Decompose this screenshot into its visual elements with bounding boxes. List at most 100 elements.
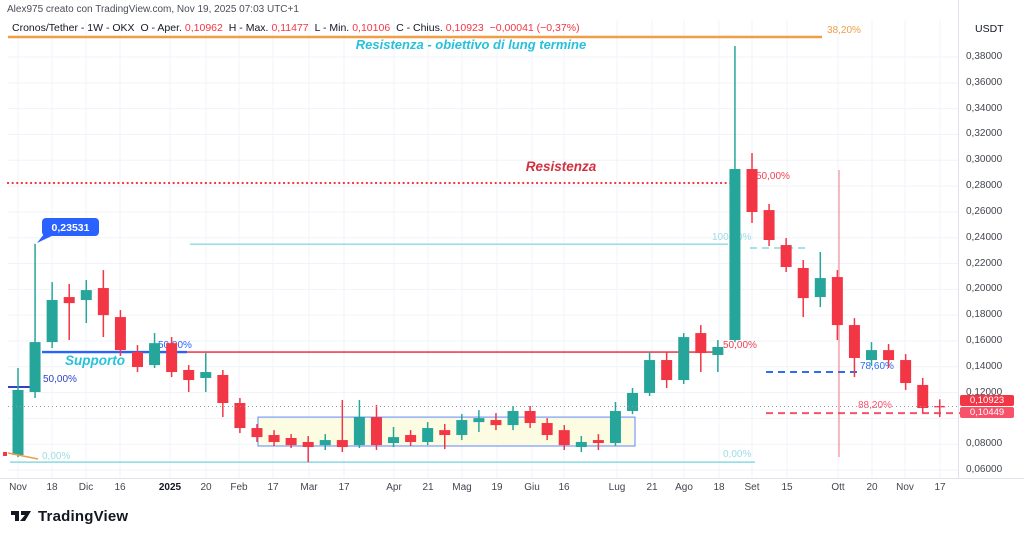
time-tick: 18 <box>46 482 58 493</box>
legend-symbol: Cronos/Tether - 1W - OKX <box>12 22 135 34</box>
candle-body <box>473 418 485 423</box>
legend-open-value: 0,10962 <box>184 22 223 34</box>
candle-body <box>12 389 24 456</box>
orange-trend-segment[interactable] <box>7 452 39 460</box>
price-tick: 0,08000 <box>966 438 1003 450</box>
price-tick: 0,38000 <box>966 51 1003 62</box>
price-tick: 0,20000 <box>966 283 1003 295</box>
tradingview-logo[interactable]: TradingView <box>10 507 128 525</box>
annotation-resistenza-lungo-termine[interactable]: Resistenza - obiettivo di lung termine <box>355 37 587 52</box>
symbol-legend[interactable]: Cronos/Tether - 1W - OKX O - Aper. 0,1096… <box>12 22 583 34</box>
fib-0-label-1: 0,00% <box>723 449 751 460</box>
price-callout-text: 0,23531 <box>52 222 90 234</box>
time-tick: Giu <box>524 482 540 493</box>
time-tick: 18 <box>713 482 725 493</box>
time-tick: 2025 <box>158 482 182 493</box>
candle-body <box>166 343 178 373</box>
candle-body <box>575 441 587 448</box>
resistance-dotted-label: 50,00% <box>756 171 790 182</box>
drawing-anchor-dot[interactable] <box>3 452 7 456</box>
fib-78-60-label: 78,60% <box>860 361 894 372</box>
candle-body <box>866 350 877 361</box>
candle-body <box>678 337 690 381</box>
candle-body <box>814 278 826 298</box>
candle-body <box>97 288 109 316</box>
annotation-resistenza[interactable]: Resistenza <box>525 159 597 174</box>
candle-body <box>200 372 212 378</box>
tradingview-logo-icon <box>11 511 31 521</box>
candle-body <box>592 440 604 444</box>
candle-body <box>524 411 536 424</box>
candle-body <box>831 277 843 326</box>
candle-body <box>917 384 929 409</box>
time-tick: 19 <box>491 482 503 493</box>
candle-body <box>353 417 365 446</box>
time-tick: Mag <box>452 482 472 493</box>
time-tick: Nov <box>896 482 914 493</box>
legend-open-label: O - Aper. <box>140 22 182 34</box>
candle-body <box>507 411 519 426</box>
legend-close-label: C - Chius. <box>396 22 443 34</box>
time-tick: 15 <box>781 482 793 493</box>
price-tick: 0,12000 <box>966 386 1003 398</box>
alert-price-tag: 0,10449 <box>960 406 1014 418</box>
time-tick: 17 <box>338 482 350 493</box>
candle-body <box>848 325 860 358</box>
time-tick: 17 <box>934 482 946 493</box>
price-tick: 0,28000 <box>966 180 1003 192</box>
time-tick: 21 <box>646 482 658 493</box>
candle-body <box>797 268 809 299</box>
candle-body <box>627 392 639 412</box>
candle-body <box>695 333 707 354</box>
candle-body <box>251 428 263 438</box>
price-tick: 0,06000 <box>966 464 1003 475</box>
price-tick: 0,30000 <box>966 154 1003 166</box>
candle-body <box>609 411 621 444</box>
time-tick: Ott <box>831 482 845 493</box>
candle-body <box>183 369 195 381</box>
candle-body <box>114 317 126 351</box>
time-tick: Ago <box>675 482 693 493</box>
candle-body <box>661 360 673 381</box>
annotation-supporto[interactable]: Supporto <box>65 353 125 368</box>
candle-body <box>712 347 724 356</box>
legend-low-value: 0,10106 <box>352 22 391 34</box>
candle-body <box>900 360 912 384</box>
candle-body <box>63 297 75 304</box>
price-tick: 0,22000 <box>966 257 1003 269</box>
time-tick: Apr <box>386 482 402 493</box>
legend-high-label: H - Max. <box>228 22 269 34</box>
price-tick: 0,34000 <box>966 102 1003 114</box>
time-axis-separator <box>0 478 1024 479</box>
price-tick: 0,24000 <box>966 231 1003 243</box>
candle-body <box>405 435 417 442</box>
candle-body <box>319 440 331 446</box>
candle-body <box>80 290 92 301</box>
candle-body <box>46 300 58 343</box>
price-tick: 0,18000 <box>966 309 1003 321</box>
candle-body <box>490 420 502 426</box>
candle-body <box>29 342 41 393</box>
candle-body <box>234 403 246 429</box>
legend-low-label: L - Min. <box>314 22 350 34</box>
legend-close-value: 0,10923 <box>445 22 484 34</box>
candle-body <box>763 210 775 241</box>
candle-body <box>336 440 348 448</box>
candle-body <box>934 405 946 408</box>
price-callout[interactable] <box>42 218 99 236</box>
candle-body <box>644 360 656 393</box>
time-tick: 16 <box>558 482 570 493</box>
candle-body <box>456 420 468 436</box>
candle-body <box>388 437 400 444</box>
price-tick: 0,36000 <box>966 76 1003 88</box>
price-axis-currency-label: USDT <box>975 23 1004 35</box>
time-tick: Feb <box>230 482 248 493</box>
time-tick: Lug <box>608 482 626 493</box>
fib-50-label: 50,00% <box>723 340 757 351</box>
time-tick: 17 <box>267 482 279 493</box>
candle-body <box>149 343 161 366</box>
time-tick: Nov <box>9 482 27 493</box>
time-tick: Set <box>744 482 760 493</box>
